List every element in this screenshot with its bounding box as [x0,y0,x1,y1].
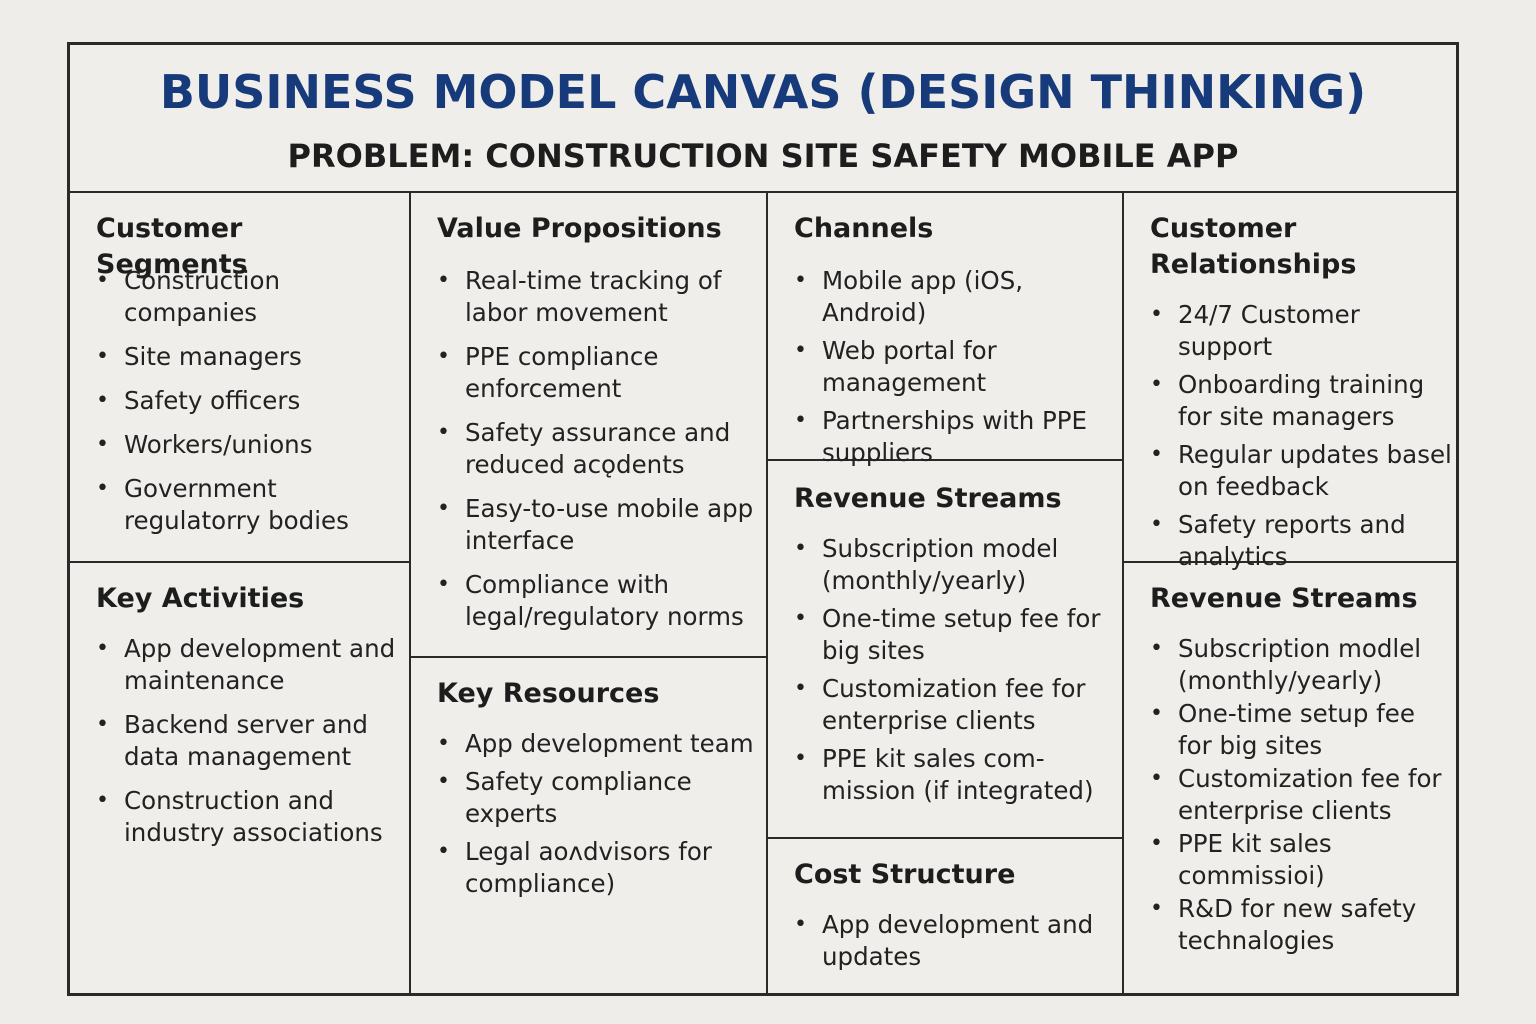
list-item: Onboarding training for site managers [1150,369,1456,433]
list-item: One-time setup fee for big sites [1150,698,1456,762]
list-item: R&D for new safety technalogies [1150,893,1456,957]
list-item: PPE kit sales com-mission (if integrated… [794,743,1122,807]
customer-relationships-title: Customer Relationships [1150,213,1357,280]
value-propositions-title: Value Propositions [437,213,722,244]
list-item: Subscription modlel (monthly/yearly) [1150,633,1456,697]
channels-block: Channels Mobile app (iOS, Android)Web po… [768,191,1124,467]
business-model-canvas: BUSINESS MODEL CANVAS (DESIGN THINKING) … [67,42,1459,996]
list-item: Construction and industry associations [96,785,403,849]
revenue-streams-center-title: Revenue Streams [794,483,1062,514]
list-item: Regular updates basel on feedback [1150,439,1456,503]
list-item: Customization fee for enterprise clients [794,673,1122,737]
list-item: Mobile app (iOS, Android) [794,265,1122,329]
customer-relationships-block: Customer Relationships 24/7 Customer sup… [1124,191,1456,571]
list-item: Subscription model (monthly/yearly) [794,533,1122,597]
list-item: Safety reports and analytics [1150,509,1456,573]
list-item: PPE kit sales commissioi) [1150,828,1456,892]
key-activities-list: App development and maintenance Backend s… [96,633,403,861]
list-item: 24/7 Customer support [1150,299,1456,363]
list-item: Safety assurance and reduced acǫdents [437,417,766,481]
list-item: Government regulatorry bodies [96,473,403,537]
list-item: Workers/unions [96,429,403,461]
customer-segments-list: Construction companies Site managers Safet… [96,265,403,549]
value-propositions-list: Real-time tracking of labor movement PPE … [437,265,766,645]
list-item: Construction companies [96,265,403,329]
revenue-streams-right-block: Revenue Streams Subscription modlel (mon… [1124,563,1456,996]
channels-title: Channels [794,213,934,244]
cost-structure-list: App development and updates [794,909,1122,985]
list-item: Safety officers [96,385,403,417]
list-item: Compliance with legal/regulatory norms [437,569,766,633]
list-item: App development team [437,728,766,760]
list-item: PPE compliance enforcement [437,341,766,405]
key-resources-list: App development team Safety compliance ex… [437,728,766,906]
list-item: App development and updates [794,909,1122,973]
list-item: Site managers [96,341,403,373]
cost-structure-title: Cost Structure [794,859,1016,890]
customer-segments-block: Customer Segments Construction companies… [70,191,411,563]
list-item: Customization fee for enterprise clients [1150,763,1456,827]
list-item: Real-time tracking of labor movement [437,265,766,329]
list-item: Web portal for management [794,335,1122,399]
key-activities-block: Key Activities App development and maint… [70,563,411,996]
revenue-streams-right-list: Subscription modlel (monthly/yearly)One-… [1150,633,1456,958]
list-item: Safety compliance experts [437,766,766,830]
revenue-streams-center-list: Subscription model (monthly/yearly)One-t… [794,533,1122,813]
channels-list: Mobile app (iOS, Android)Web portal for … [794,265,1122,475]
page-title: BUSINESS MODEL CANVAS (DESIGN THINKING) [159,65,1367,119]
value-propositions-block: Value Propositions Real-time tracking of… [411,191,768,658]
list-item: App development and maintenance [96,633,403,697]
revenue-streams-right-title: Revenue Streams [1150,583,1418,614]
canvas-header: BUSINESS MODEL CANVAS (DESIGN THINKING) … [70,45,1456,193]
problem-subtitle: PROBLEM: CONSTRUCTION SITE SAFETY MOBILE… [287,137,1239,175]
key-activities-title: Key Activities [96,583,305,614]
cost-structure-block: Cost Structure App development and updat… [768,839,1124,996]
list-item: Legal aoᴧdvisors for compliance) [437,836,766,900]
key-resources-title: Key Resources [437,678,660,709]
customer-relationships-list: 24/7 Customer supportOnboarding training… [1150,299,1456,579]
list-item: Partnerships with PPE suppliers [794,405,1122,469]
list-item: Backend server and data management [96,709,403,773]
list-item: One-time setup fee for big sites [794,603,1122,667]
key-resources-block: Key Resources App development team Safety… [411,658,768,996]
list-item: Easy-to-use mobile app interface [437,493,766,557]
revenue-streams-center-block: Revenue Streams Subscription model (mont… [768,461,1124,839]
